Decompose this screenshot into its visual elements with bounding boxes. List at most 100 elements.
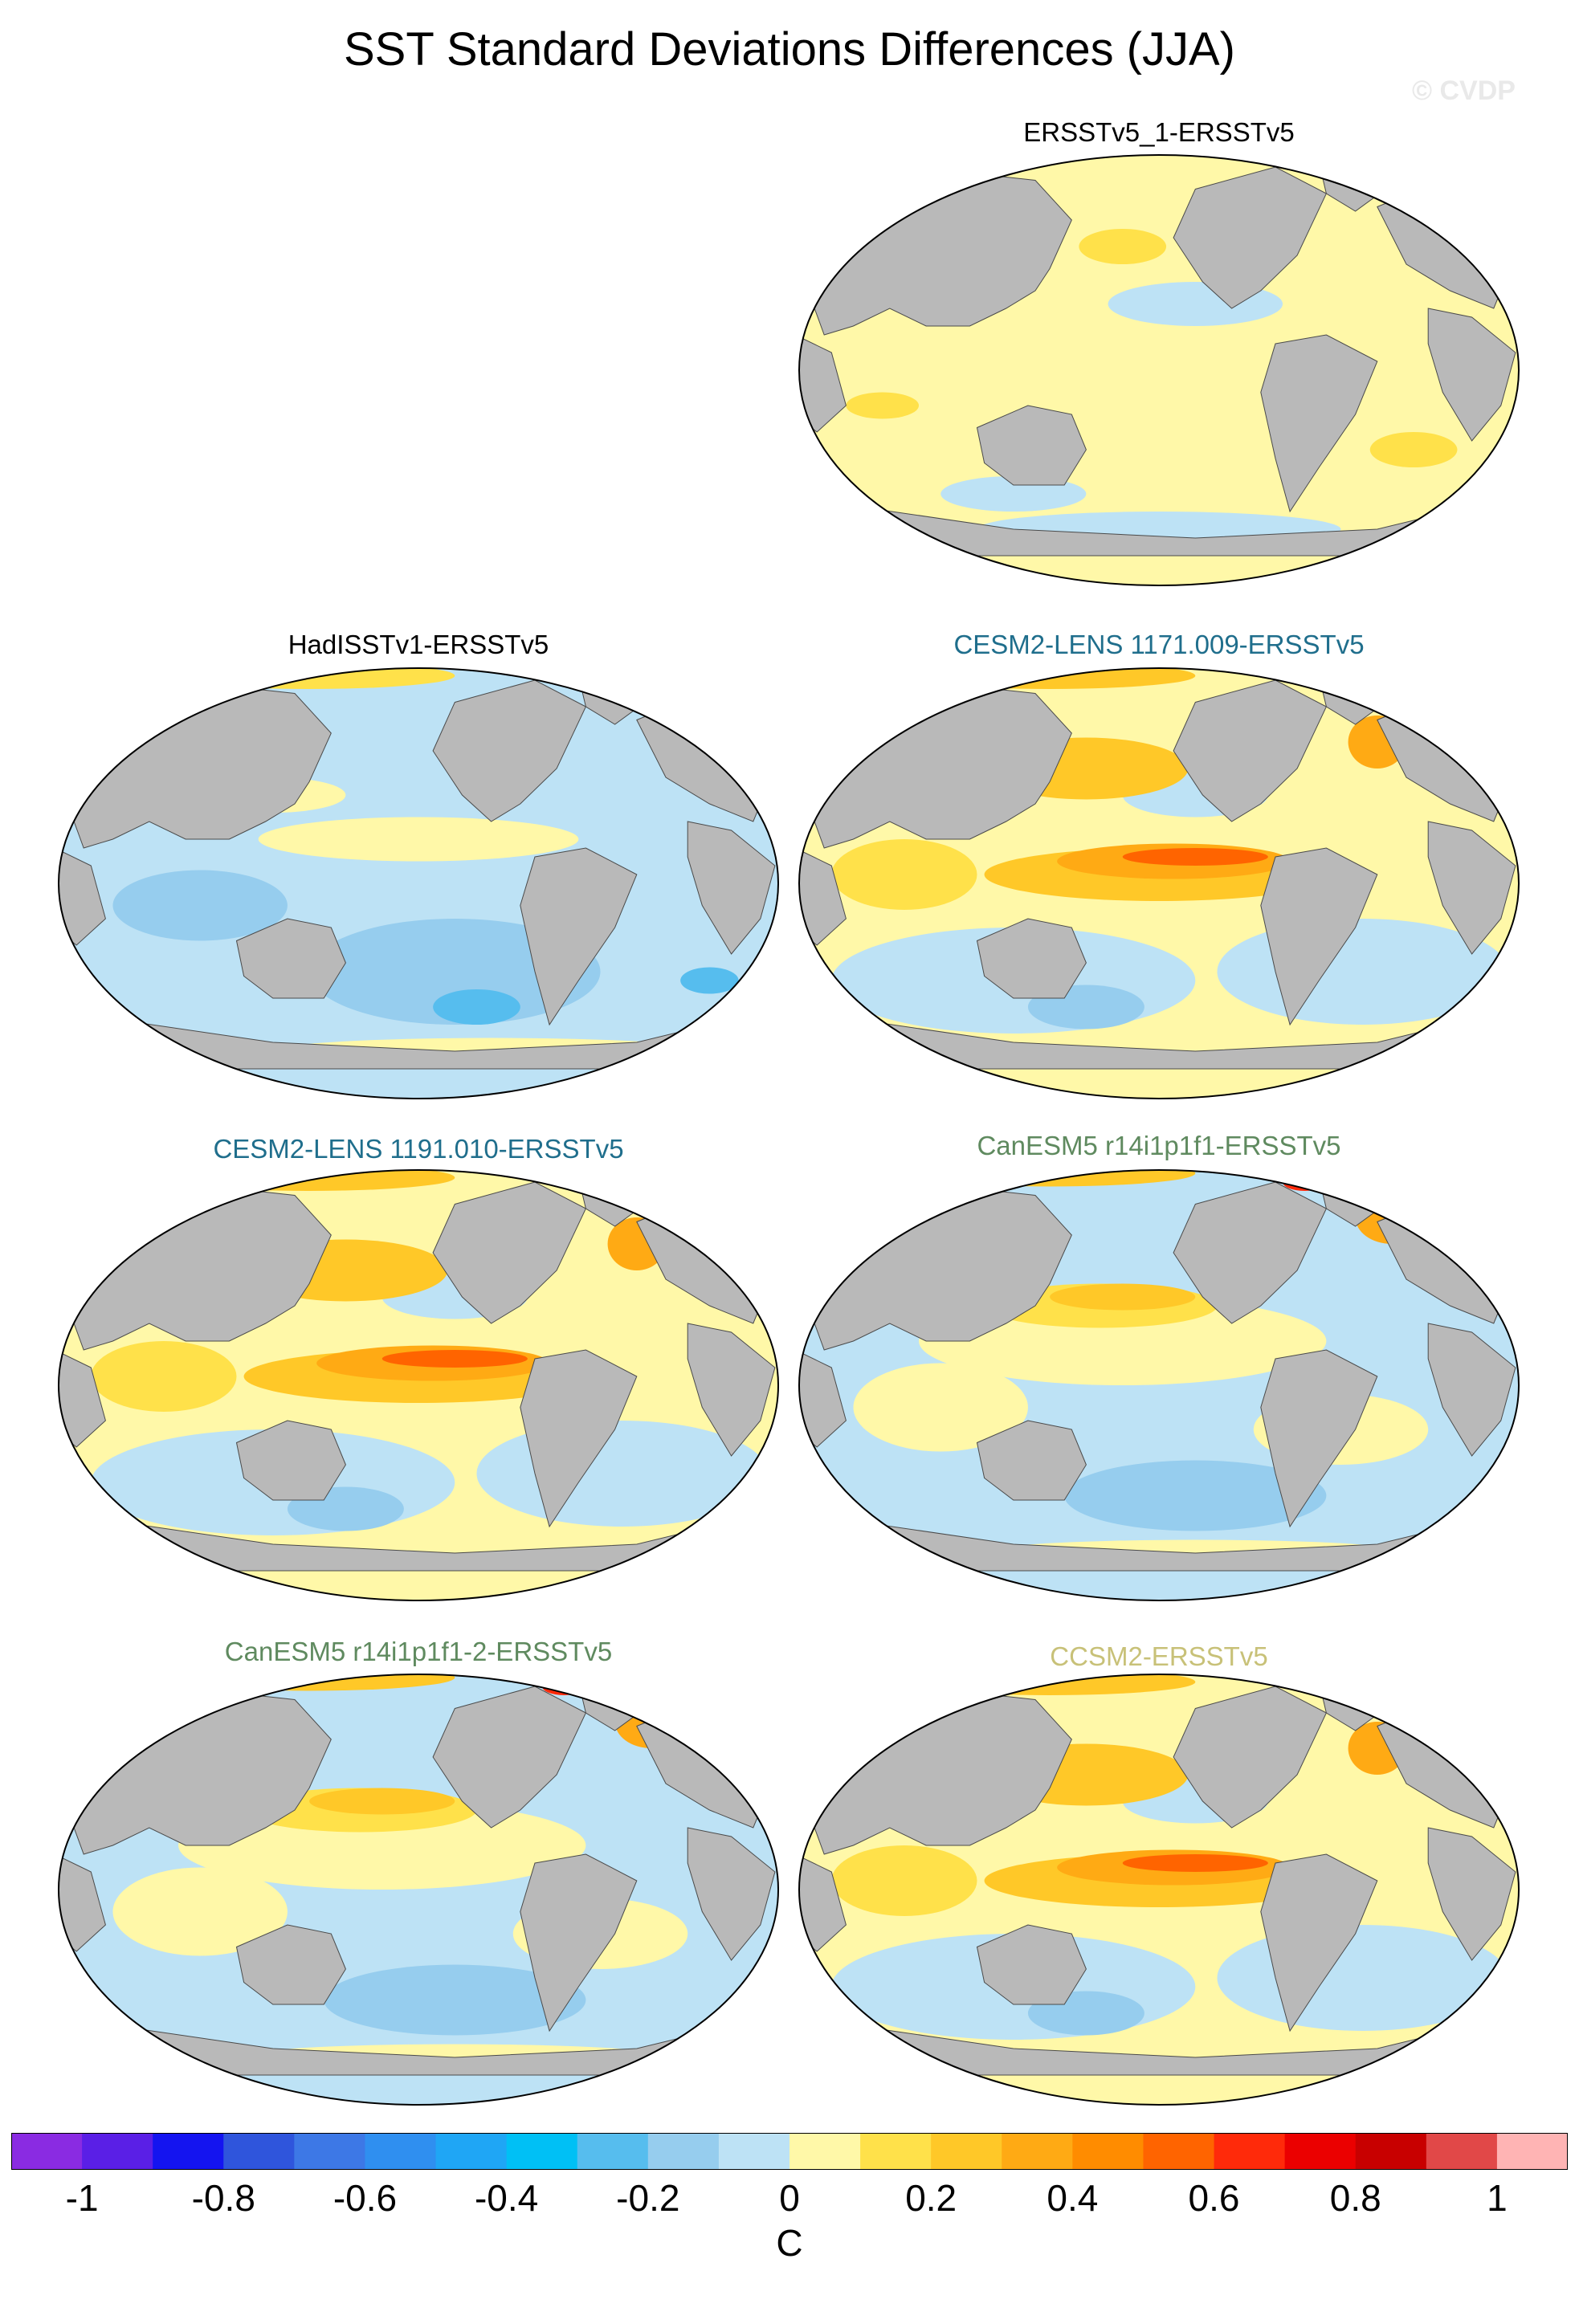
colorbar-swatch <box>1072 2133 1144 2170</box>
land-mass <box>1260 1349 1378 1528</box>
land-mass <box>520 1349 638 1528</box>
watermark: © CVDP <box>1412 75 1516 106</box>
land-mass <box>1173 166 1328 309</box>
anomaly-region <box>1369 432 1458 467</box>
anomaly-region <box>1122 1854 1268 1872</box>
colorbar-tick-label: 0 <box>779 2177 800 2219</box>
map-panel-6 <box>58 1674 779 2106</box>
land-mass <box>976 1924 1087 2005</box>
panel-title-4: CESM2-LENS 1191.010-ERSSTv5 <box>213 1134 624 1164</box>
land-mass <box>1173 1686 1328 1829</box>
anomaly-region <box>112 870 288 941</box>
anomaly-region <box>91 1341 237 1412</box>
panel-title-6: CanESM5 r14i1p1f1-2-ERSSTv5 <box>224 1637 613 1666</box>
colorbar-tick-label: -0.2 <box>616 2177 680 2219</box>
land-mass <box>799 1349 847 1448</box>
land-mass <box>235 918 346 999</box>
map-panel-5 <box>798 1169 1520 1601</box>
land-mass <box>799 847 847 946</box>
colorbar-tick-label: 0.8 <box>1329 2177 1381 2219</box>
colorbar-swatch <box>718 2133 790 2170</box>
anomaly-region <box>258 817 579 862</box>
colorbar-swatch <box>1214 2133 1286 2170</box>
anomaly-region <box>831 1845 977 1916</box>
anomaly-region <box>904 1674 1196 1695</box>
land-mass <box>432 679 587 822</box>
panel-title-7: CCSM2-ERSSTv5 <box>1050 1641 1268 1671</box>
land-mass <box>520 1853 638 2032</box>
figure-title: SST Standard Deviations Differences (JJA… <box>343 23 1235 75</box>
colorbar-swatch <box>435 2133 508 2170</box>
map-outline <box>58 1674 779 2106</box>
colorbar-swatch <box>1284 2133 1357 2170</box>
colorbar-swatch <box>647 2133 720 2170</box>
colorbar-swatch <box>860 2133 932 2170</box>
anomaly-region <box>846 392 920 419</box>
colorbar <box>11 2133 1568 2170</box>
colorbar-tick-label: 0.2 <box>905 2177 957 2219</box>
colorbar-swatch <box>506 2133 578 2170</box>
colorbar-frame <box>11 2133 1568 2170</box>
land-mass <box>687 1323 776 1457</box>
land-mass <box>59 1853 106 1952</box>
land-mass <box>687 1827 776 1961</box>
panel-title-2: HadISSTv1-ERSSTv5 <box>288 630 549 659</box>
colorbar-tick-label: -0.8 <box>191 2177 255 2219</box>
land-mass <box>976 918 1087 999</box>
land-mass <box>976 1420 1087 1501</box>
anomaly-region <box>1064 1460 1327 1531</box>
anomaly-region <box>1122 848 1268 866</box>
anomaly-region <box>831 839 977 910</box>
land-mass <box>1427 1323 1516 1457</box>
colorbar-swatch <box>294 2133 365 2170</box>
colorbar-swatch <box>82 2133 153 2170</box>
panel-title-1: ERSSTv5_1-ERSSTv5 <box>1023 117 1295 147</box>
anomaly-region <box>324 1964 586 2036</box>
colorbar-swatch <box>577 2133 649 2170</box>
map-panel-7 <box>798 1674 1520 2106</box>
colorbar-tick-label: -1 <box>65 2177 99 2219</box>
anomaly-region <box>1050 1283 1196 1311</box>
panel-title-3: CESM2-LENS 1171.009-ERSSTv5 <box>953 630 1365 659</box>
map-outline <box>58 1169 779 1601</box>
colorbar-tick-label: 1 <box>1487 2177 1508 2219</box>
anomaly-region <box>680 967 739 994</box>
land-mass <box>59 847 106 946</box>
colorbar-tick-label: 0.4 <box>1047 2177 1099 2219</box>
land-mass <box>1260 1853 1378 2032</box>
colorbar-swatch <box>931 2133 1002 2170</box>
colorbar-swatch <box>365 2133 437 2170</box>
map-outline <box>798 1674 1520 2106</box>
colorbar-tick-label: -0.6 <box>333 2177 398 2219</box>
colorbar-swatch <box>11 2133 83 2170</box>
map-panel-2 <box>58 667 779 1099</box>
map-outline <box>798 1169 1520 1601</box>
anomaly-region <box>112 1867 288 1956</box>
map-panel-3 <box>798 667 1520 1099</box>
land-mass <box>1427 821 1516 955</box>
colorbar-swatch <box>790 2133 861 2170</box>
map-panel-1 <box>798 154 1520 586</box>
colorbar-tick-label: -0.4 <box>474 2177 539 2219</box>
anomaly-region <box>163 1170 455 1191</box>
land-mass <box>1260 847 1378 1026</box>
land-mass <box>1260 334 1378 513</box>
land-mass <box>59 1349 106 1448</box>
land-mass <box>1173 679 1328 822</box>
anomaly-region <box>309 919 601 1025</box>
colorbar-swatch <box>1355 2133 1427 2170</box>
panel-title-5: CanESM5 r14i1p1f1-ERSSTv5 <box>977 1131 1341 1160</box>
anomaly-region <box>904 668 1196 689</box>
colorbar-tick-label: 0.6 <box>1188 2177 1240 2219</box>
colorbar-swatch <box>1426 2133 1498 2170</box>
anomaly-region <box>433 989 520 1025</box>
colorbar-swatch <box>1002 2133 1073 2170</box>
land-mass <box>799 1853 847 1952</box>
land-mass <box>520 847 638 1026</box>
anomaly-region <box>309 1788 455 1815</box>
map-outline <box>58 667 779 1099</box>
anomaly-region <box>163 668 455 689</box>
colorbar-unit: C <box>776 2222 803 2264</box>
colorbar-swatch <box>1496 2133 1568 2170</box>
colorbar-swatch <box>1143 2133 1215 2170</box>
